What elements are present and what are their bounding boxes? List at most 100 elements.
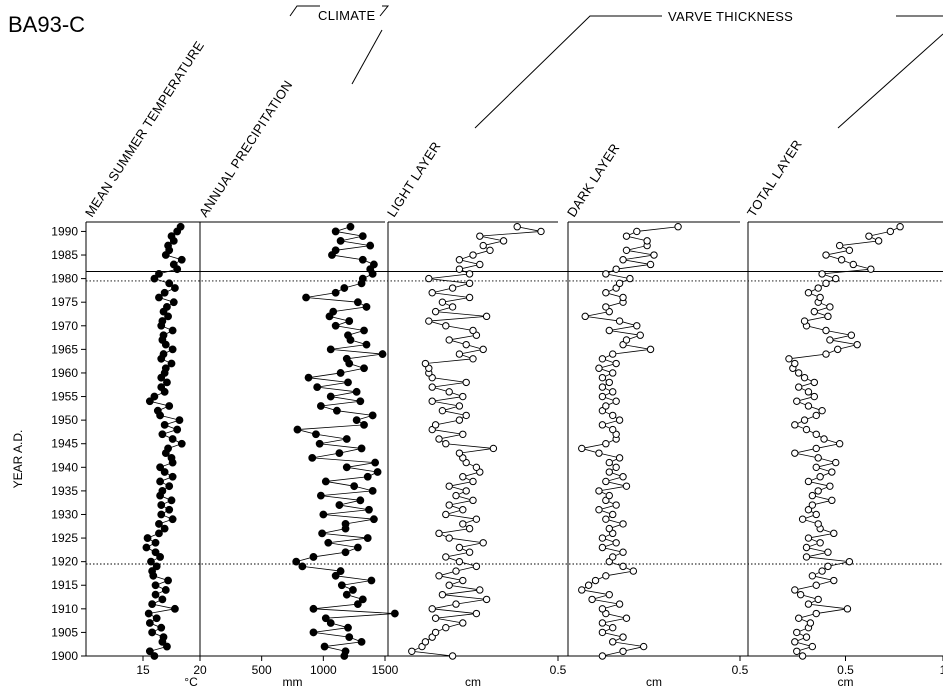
data-point xyxy=(609,623,617,632)
data-point xyxy=(156,477,165,486)
data-point xyxy=(352,416,361,425)
panel-title: ANNUAL PRECIPITATION xyxy=(196,78,296,220)
data-point xyxy=(145,647,154,656)
data-point xyxy=(459,392,467,401)
data-point xyxy=(350,482,359,491)
data-point xyxy=(459,576,467,585)
data-point xyxy=(816,539,824,547)
data-point xyxy=(802,543,811,552)
data-point xyxy=(158,430,167,439)
data-point xyxy=(142,543,151,552)
data-point xyxy=(847,331,856,339)
data-point xyxy=(336,369,345,377)
data-point xyxy=(804,402,813,410)
y-tick-label: 1980 xyxy=(51,272,78,286)
data-point xyxy=(145,397,154,406)
data-point xyxy=(370,515,378,524)
data-point xyxy=(619,473,627,481)
data-point xyxy=(455,449,464,457)
data-point xyxy=(341,520,350,528)
data-point xyxy=(609,510,617,519)
data-point xyxy=(357,637,366,646)
data-point xyxy=(822,350,830,358)
data-point xyxy=(164,444,172,453)
climate-connector xyxy=(351,29,383,85)
data-point xyxy=(581,312,589,321)
data-point xyxy=(167,232,176,241)
data-point xyxy=(612,265,620,273)
data-point xyxy=(438,298,447,306)
data-point xyxy=(337,581,346,590)
data-point xyxy=(147,557,155,566)
data-point xyxy=(595,364,603,372)
data-point xyxy=(336,567,345,575)
data-point xyxy=(344,623,352,632)
data-point xyxy=(425,317,433,325)
data-point xyxy=(650,251,658,259)
data-point xyxy=(633,227,641,236)
data-point xyxy=(345,633,354,642)
data-point xyxy=(445,482,453,490)
y-tick-label: 1935 xyxy=(51,484,78,498)
data-point xyxy=(151,548,160,557)
data-point xyxy=(459,506,467,514)
data-point xyxy=(479,539,487,547)
data-point xyxy=(442,510,450,519)
data-point xyxy=(646,345,655,354)
data-point xyxy=(465,548,474,556)
data-point xyxy=(791,586,799,594)
data-point xyxy=(469,251,477,259)
data-point xyxy=(151,590,160,599)
data-point xyxy=(462,340,470,349)
data-point xyxy=(824,562,832,571)
data-point xyxy=(313,383,322,392)
data-point xyxy=(358,274,367,283)
data-point xyxy=(588,595,596,604)
data-point xyxy=(615,416,624,424)
data-point xyxy=(358,595,367,604)
panel-title: TOTAL LAYER xyxy=(744,137,805,220)
data-point xyxy=(353,600,362,609)
data-point xyxy=(151,581,160,590)
data-point xyxy=(469,326,477,335)
data-point xyxy=(785,355,793,363)
data-point xyxy=(843,605,852,613)
data-point xyxy=(804,534,813,542)
data-point xyxy=(469,496,477,505)
data-point xyxy=(159,331,168,340)
data-point xyxy=(155,269,163,278)
data-point xyxy=(612,463,620,472)
data-point xyxy=(163,378,171,387)
data-point xyxy=(309,628,318,637)
data-point xyxy=(152,614,161,623)
data-point xyxy=(602,515,610,523)
x-tick-label: 20 xyxy=(193,663,207,677)
data-point xyxy=(445,388,453,396)
data-point xyxy=(390,609,399,618)
data-point xyxy=(316,491,325,500)
data-point xyxy=(476,586,484,594)
data-point xyxy=(442,322,450,330)
data-point xyxy=(598,534,607,542)
data-point xyxy=(482,312,491,321)
data-point xyxy=(832,274,840,283)
data-point xyxy=(804,600,813,608)
data-point xyxy=(164,312,172,321)
data-point xyxy=(155,520,163,528)
data-point xyxy=(370,260,378,269)
data-point xyxy=(445,336,453,344)
data-point xyxy=(814,487,822,495)
data-point xyxy=(818,567,826,575)
data-point xyxy=(312,430,320,439)
y-tick-label: 1920 xyxy=(51,555,78,569)
data-point xyxy=(796,590,805,599)
data-point xyxy=(352,387,361,396)
data-point xyxy=(175,416,184,425)
data-point xyxy=(609,425,617,434)
data-point xyxy=(465,293,474,302)
data-point xyxy=(321,477,330,486)
data-point xyxy=(164,241,172,250)
data-point xyxy=(442,623,450,632)
data-point xyxy=(482,595,491,604)
data-point xyxy=(602,572,610,580)
